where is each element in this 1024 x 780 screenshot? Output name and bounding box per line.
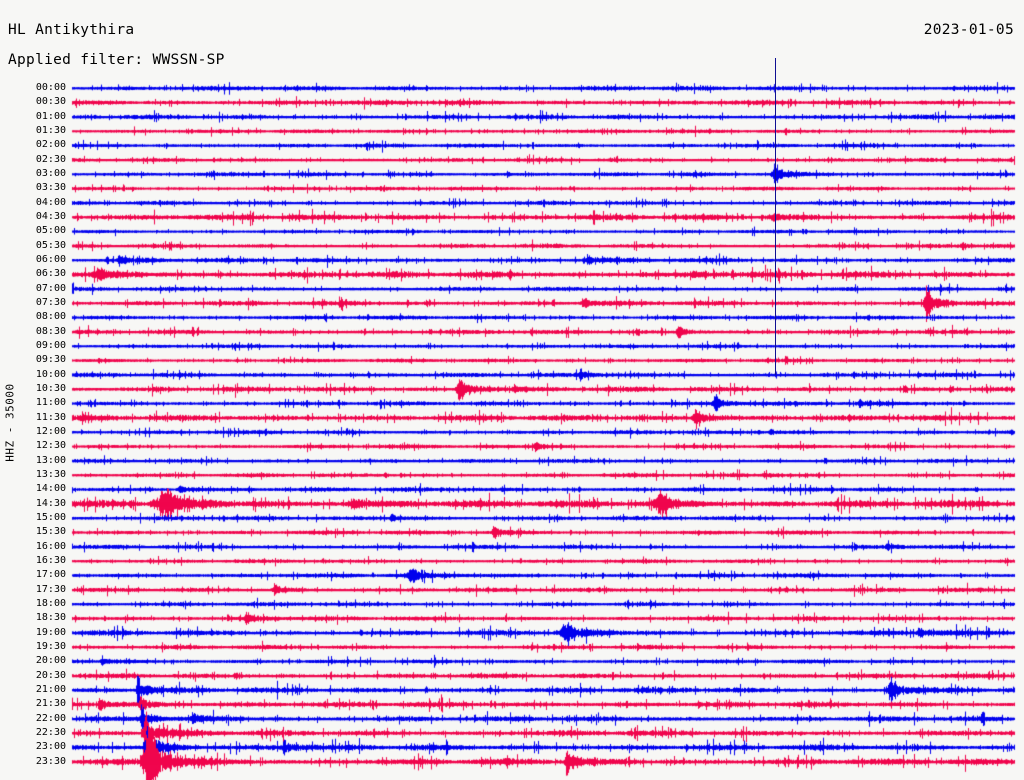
event-marker-line <box>774 58 776 375</box>
